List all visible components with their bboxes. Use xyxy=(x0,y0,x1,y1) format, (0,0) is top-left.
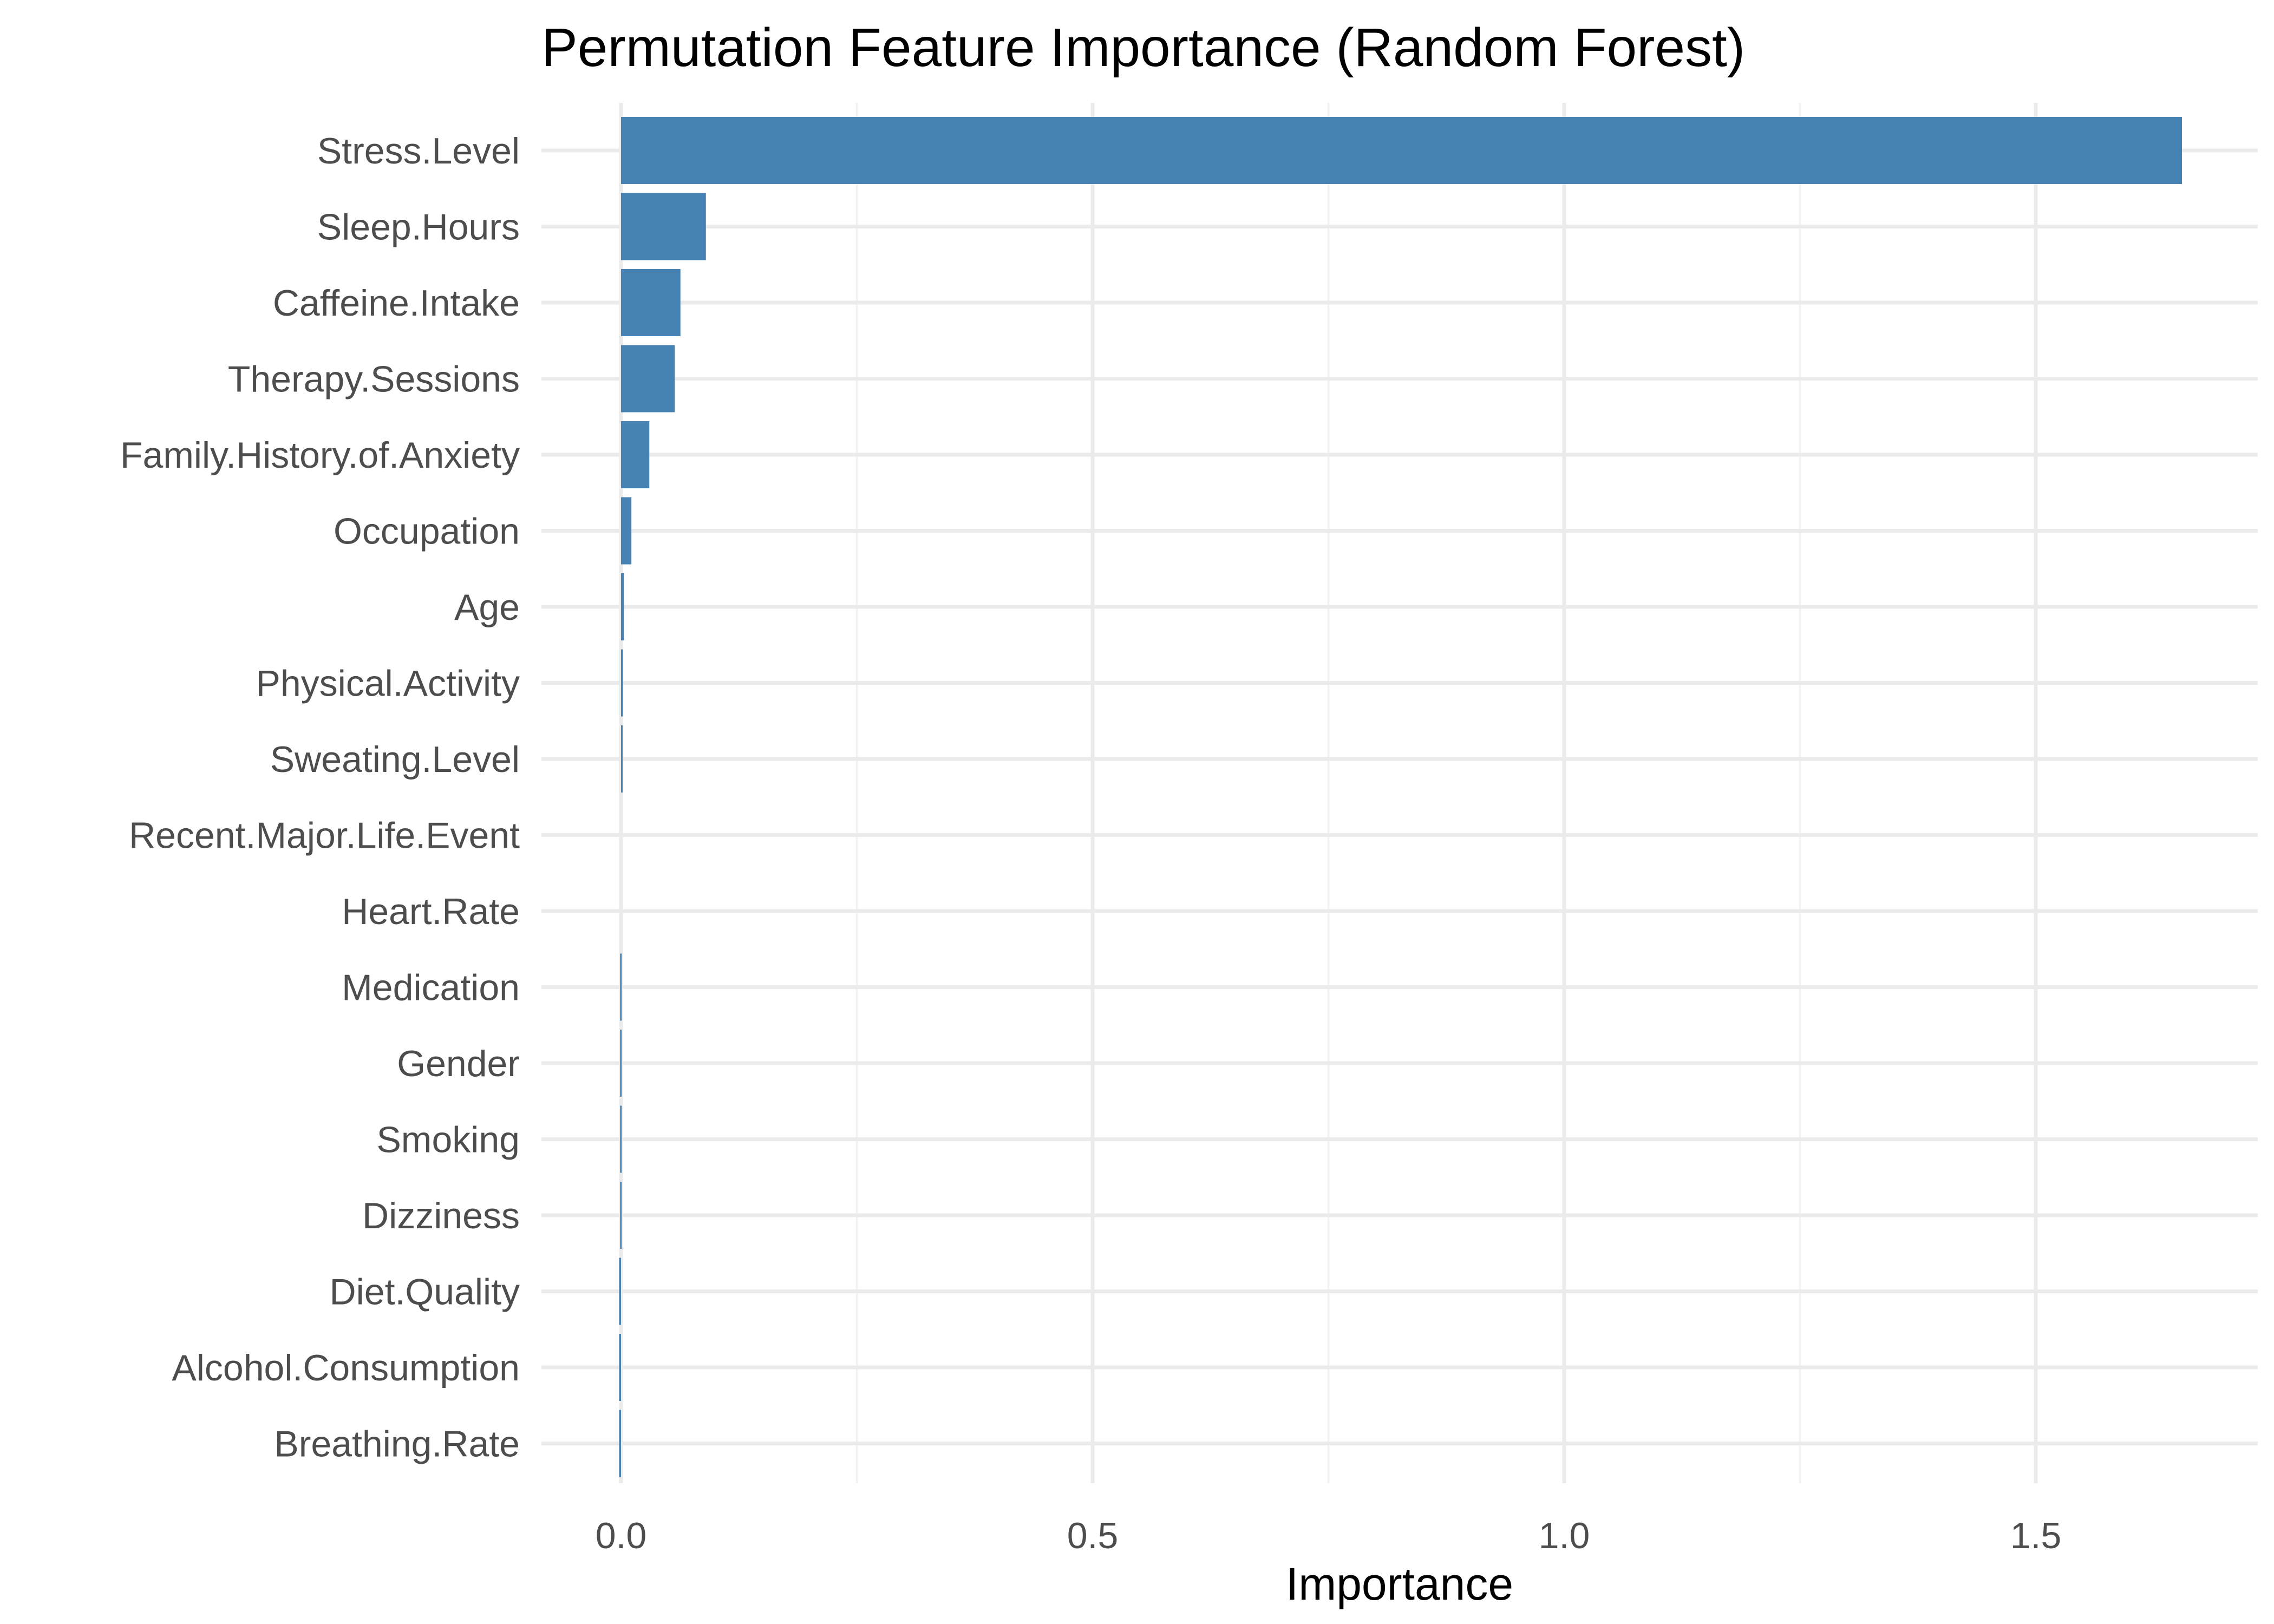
y-tick-label: Sweating.Level xyxy=(270,739,520,780)
x-tick-label: 1.0 xyxy=(1539,1515,1590,1556)
x-tick-label: 0.5 xyxy=(1067,1515,1119,1556)
y-tick-label: Smoking xyxy=(376,1119,520,1161)
chart-title: Permutation Feature Importance (Random F… xyxy=(541,17,1745,78)
bar-dizziness xyxy=(620,1182,622,1249)
bar-age xyxy=(621,573,624,640)
y-tick-label: Medication xyxy=(342,967,520,1009)
x-tick-label: 1.5 xyxy=(2010,1515,2062,1556)
bar-smoking xyxy=(620,1105,622,1173)
bar-therapy-sessions xyxy=(621,345,675,412)
bar-medication xyxy=(620,953,622,1021)
bar-sleep-hours xyxy=(621,193,706,260)
x-axis-title: Importance xyxy=(1286,1558,1513,1609)
y-tick-label: Occupation xyxy=(334,511,520,552)
grid-layer xyxy=(541,103,2258,1483)
x-tick-label: 0.0 xyxy=(596,1515,647,1556)
bar-layer xyxy=(619,117,2182,1477)
bar-occupation xyxy=(621,497,632,565)
bar-gender xyxy=(620,1030,622,1097)
bar-caffeine-intake xyxy=(621,269,681,336)
y-tick-label: Stress.Level xyxy=(317,130,520,172)
y-tick-label: Physical.Activity xyxy=(256,663,520,704)
y-tick-label: Recent.Major.Life.Event xyxy=(129,815,520,856)
y-tick-label: Sleep.Hours xyxy=(317,207,520,248)
y-tick-label: Dizziness xyxy=(362,1195,520,1236)
y-tick-label: Caffeine.Intake xyxy=(273,283,520,324)
bar-sweating-level xyxy=(621,725,623,793)
y-tick-label: Family.History.of.Anxiety xyxy=(120,435,520,476)
x-tick-labels: 0.0 0.5 1.0 1.5 xyxy=(596,1515,2062,1556)
y-tick-label: Diet.Quality xyxy=(330,1272,520,1313)
y-tick-label: Alcohol.Consumption xyxy=(172,1347,520,1389)
y-tick-label: Breathing.Rate xyxy=(274,1424,520,1465)
y-tick-labels: Stress.Level Sleep.Hours Caffeine.Intake Th… xyxy=(120,130,520,1465)
y-tick-label: Heart.Rate xyxy=(342,891,520,932)
bar-alcohol-consumption xyxy=(619,1334,621,1401)
y-tick-label: Age xyxy=(454,587,520,628)
y-tick-label: Therapy.Sessions xyxy=(228,359,520,400)
bar-family-history-of-anxiety xyxy=(621,421,650,488)
bar-diet-quality xyxy=(619,1258,621,1325)
y-tick-label: Gender xyxy=(397,1043,520,1084)
bar-physical-activity xyxy=(621,649,623,717)
bar-breathing-rate xyxy=(619,1410,621,1477)
bar-stress-level xyxy=(621,117,2182,184)
